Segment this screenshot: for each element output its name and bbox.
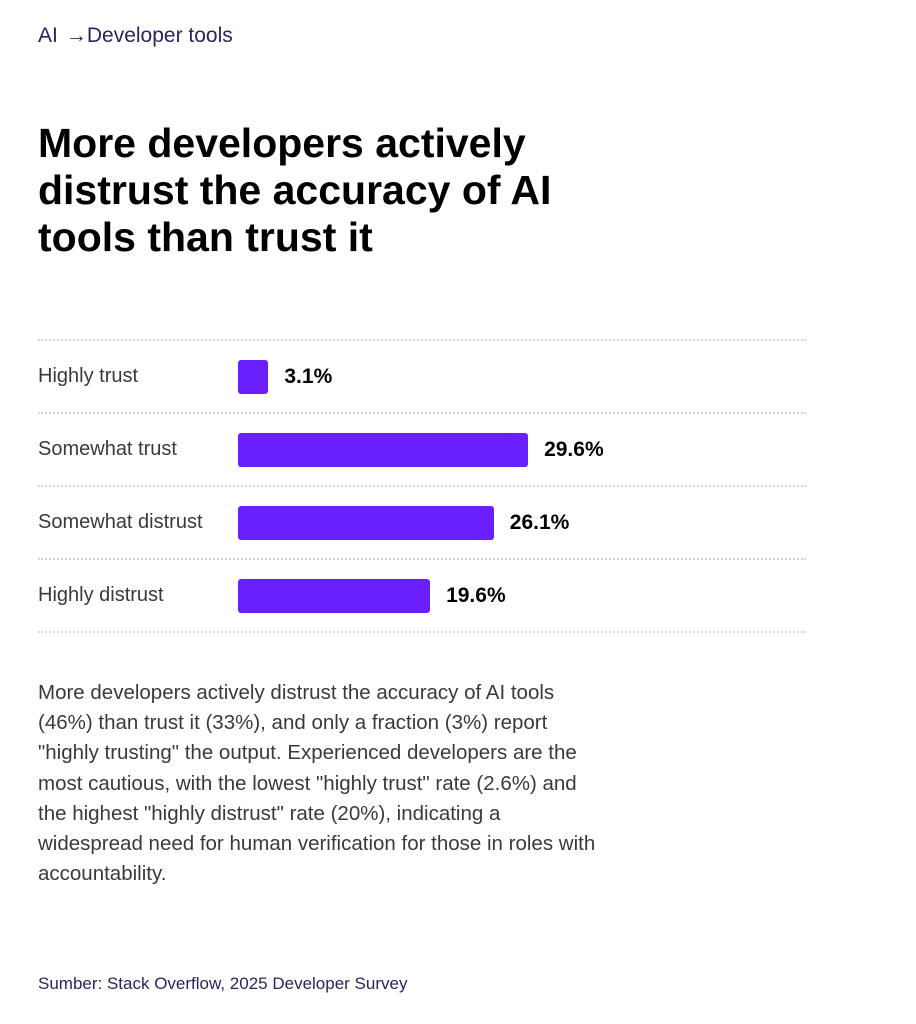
grid-divider xyxy=(38,485,806,487)
breadcrumb: AI → Developer tools xyxy=(38,24,233,48)
category-label: Somewhat distrust xyxy=(38,511,203,533)
chart-row: Somewhat distrust 26.1% xyxy=(38,486,806,559)
grid-divider xyxy=(38,412,806,414)
chart-row: Highly trust 3.1% xyxy=(38,340,806,413)
category-label: Somewhat trust xyxy=(38,438,177,460)
breadcrumb-parent[interactable]: AI xyxy=(38,24,58,47)
data-label: 3.1% xyxy=(284,364,333,388)
bar xyxy=(238,360,269,394)
chart-row: Highly distrust 19.6% xyxy=(38,559,806,632)
bar xyxy=(238,433,529,467)
data-label: 19.6% xyxy=(446,583,506,607)
bar xyxy=(238,506,494,540)
bar-chart: Highly trust 3.1% Somewhat trust 29.6% Somew… xyxy=(38,339,806,635)
source-note: Sumber: Stack Overflow, 2025 Developer S… xyxy=(38,974,408,993)
grid-divider xyxy=(38,339,806,341)
chart-row: Somewhat trust 29.6% xyxy=(38,413,806,486)
chart-description: More developers actively distrust the ac… xyxy=(38,681,596,886)
data-label: 26.1% xyxy=(509,510,570,534)
data-label: 29.6% xyxy=(544,437,604,461)
grid-divider xyxy=(38,631,806,633)
bar xyxy=(238,579,431,613)
category-label: Highly distrust xyxy=(38,584,164,606)
page-title: More developers actively distrust the ac… xyxy=(38,120,552,260)
category-label: Highly trust xyxy=(38,365,139,387)
breadcrumb-current[interactable]: Developer tools xyxy=(86,24,233,47)
grid-divider xyxy=(38,558,806,560)
arrow-right-icon: → xyxy=(65,24,87,47)
